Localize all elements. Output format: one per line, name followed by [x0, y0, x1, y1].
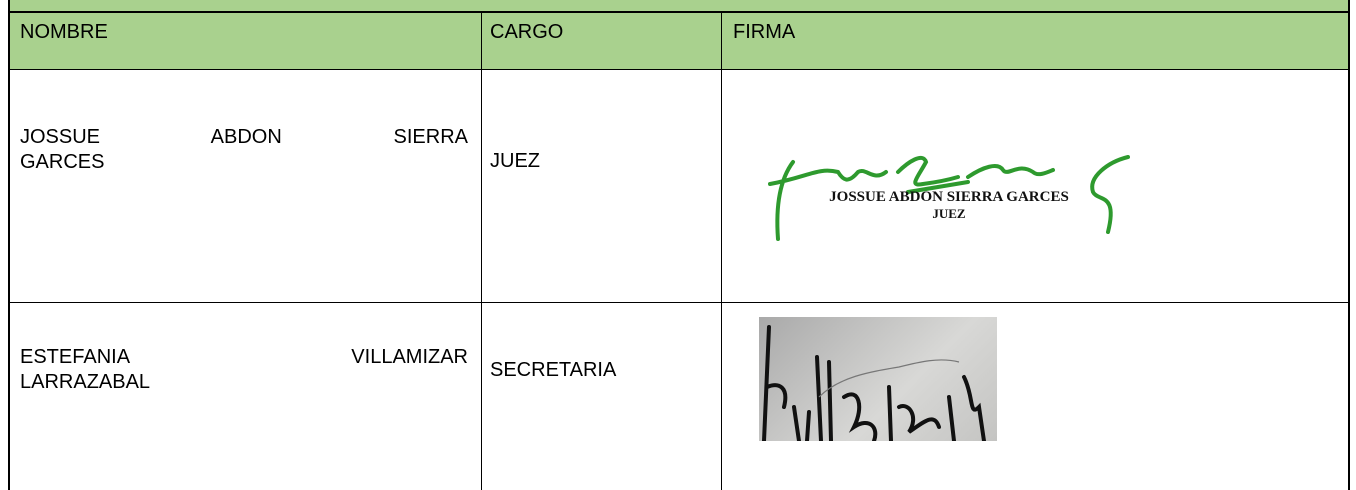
stamp-title: JUEZ	[932, 206, 966, 221]
signature-image	[759, 317, 997, 441]
header-cell: CARGO	[490, 21, 564, 43]
signature-strokes	[762, 325, 986, 441]
header-cell: NOMBRE	[20, 21, 108, 43]
signature-strokes	[768, 155, 1130, 241]
name-cell: JOSSUE ABDON SIERRA GARCES	[20, 126, 468, 173]
border	[1348, 0, 1350, 490]
border	[721, 12, 722, 490]
role-cell: SECRETARIA	[490, 359, 617, 381]
border	[481, 12, 482, 490]
header-cell: FIRMA	[733, 21, 796, 43]
name-cell: ESTEFANIA VILLAMIZAR LARRAZABAL	[20, 346, 468, 393]
border	[8, 11, 1350, 13]
role-cell: JUEZ	[490, 150, 540, 172]
border	[8, 302, 1350, 303]
stamp-name: JOSSUE ABDON SIERRA GARCES	[829, 189, 1069, 205]
signature-image: JOSSUE ABDON SIERRA GARCES JUEZ	[748, 122, 1150, 244]
border	[8, 0, 10, 490]
border	[8, 69, 1350, 70]
